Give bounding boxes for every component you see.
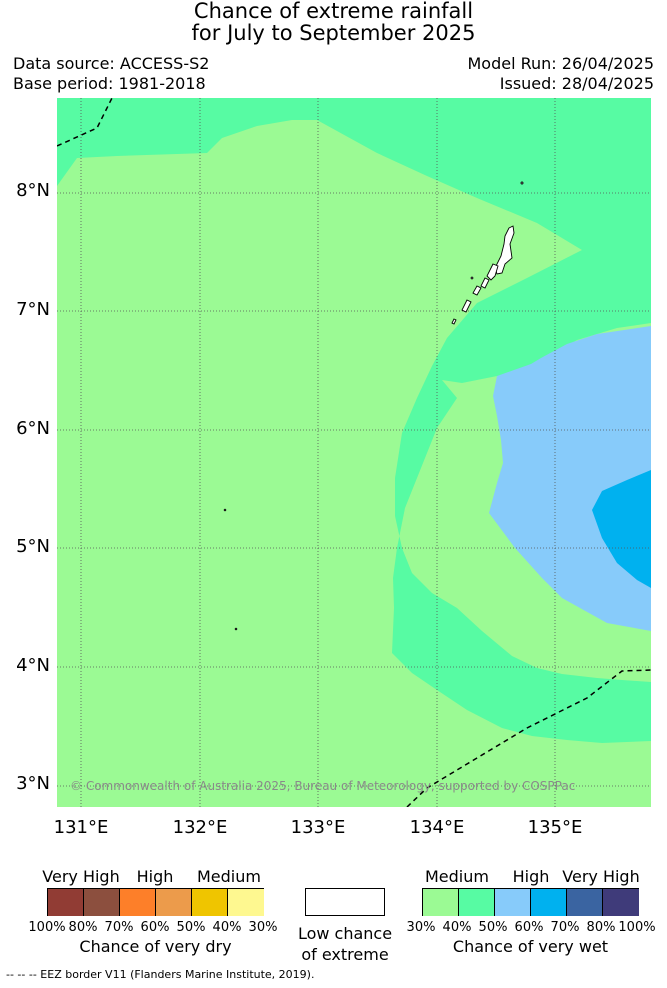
lat-label-3n: 3°N: [16, 773, 50, 794]
wet-swatch: [603, 889, 639, 916]
rainfall-map: © Commonwealth of Australia 2025, Bureau…: [57, 98, 651, 807]
dry-pct-label: 70%: [104, 920, 134, 935]
dry-very-high-label: Very High: [42, 867, 120, 886]
dry-pct-label: 50%: [176, 920, 206, 935]
wet-pct-label: 40%: [442, 920, 472, 935]
eez-border: [57, 98, 651, 807]
wet-pct-label: 70%: [550, 920, 580, 935]
dry-pct-label: 60%: [140, 920, 170, 935]
low-chance-label-line2: of extreme: [301, 945, 389, 964]
dry-legend-title: Chance of very dry: [79, 937, 232, 956]
wet-60-70-region: [592, 470, 651, 588]
wet-40-50-region: [57, 98, 651, 743]
wet-pct-label: 30%: [406, 920, 436, 935]
wet-swatch: [423, 889, 459, 916]
lon-label-131e: 131°E: [53, 817, 109, 838]
dry-swatch: [120, 889, 156, 916]
dry-swatch: [156, 889, 192, 916]
wet-pct-label: 100%: [618, 920, 656, 935]
lat-label-4n: 4°N: [16, 655, 50, 676]
wet-swatch: [459, 889, 495, 916]
low-chance-swatch: [305, 888, 385, 916]
wet-swatch: [495, 889, 531, 916]
base-period: Base period: 1981-2018: [13, 74, 206, 93]
wet-50-60-region: [489, 326, 651, 631]
wet-pct-label: 80%: [586, 920, 616, 935]
dry-swatch: [48, 889, 84, 916]
lat-label-8n: 8°N: [16, 180, 50, 201]
lon-label-133e: 133°E: [290, 817, 346, 838]
map-title-line1: Chance of extreme rainfall: [193, 0, 474, 23]
dry-pct-label: 80%: [68, 920, 98, 935]
data-source: Data source: ACCESS-S2: [13, 54, 210, 73]
issued-date: Issued: 28/04/2025: [499, 74, 654, 93]
wet-high-label: High: [512, 867, 550, 886]
wet-30-40-region: [57, 98, 651, 807]
dry-medium-label: Medium: [197, 867, 261, 886]
dry-swatch: [84, 889, 120, 916]
dry-pct-label: 30%: [248, 920, 278, 935]
dry-swatch: [192, 889, 228, 916]
lon-label-132e: 132°E: [172, 817, 228, 838]
palau-islands: [223, 181, 524, 631]
wet-swatch: [567, 889, 603, 916]
lon-label-134e: 134°E: [409, 817, 465, 838]
dry-pct-label: 100%: [28, 920, 66, 935]
wet-pct-label: 50%: [478, 920, 508, 935]
lat-label-5n: 5°N: [16, 536, 50, 557]
lat-label-6n: 6°N: [16, 418, 50, 439]
model-run: Model Run: 26/04/2025: [467, 54, 655, 73]
dry-pct-label: 40%: [212, 920, 242, 935]
wet-legend-title: Chance of very wet: [452, 937, 609, 956]
dry-colorbar: [47, 888, 264, 916]
dry-swatch: [228, 889, 264, 916]
wet-very-high-label: Very High: [562, 867, 640, 886]
wet-colorbar: [422, 888, 639, 916]
dry-high-label: High: [136, 867, 174, 886]
lat-label-7n: 7°N: [16, 299, 50, 320]
eez-footnote: -- -- -- EEZ border V11 (Flanders Marine…: [6, 968, 315, 981]
map-title-line2: for July to September 2025: [191, 21, 476, 45]
lon-label-135e: 135°E: [527, 817, 583, 838]
copyright-notice: © Commonwealth of Australia 2025, Bureau…: [70, 779, 576, 793]
wet-medium-label: Medium: [425, 867, 489, 886]
graticule: [57, 98, 651, 807]
wet-swatch: [531, 889, 567, 916]
wet-pct-label: 60%: [514, 920, 544, 935]
low-chance-label-line1: Low chance: [297, 924, 393, 943]
